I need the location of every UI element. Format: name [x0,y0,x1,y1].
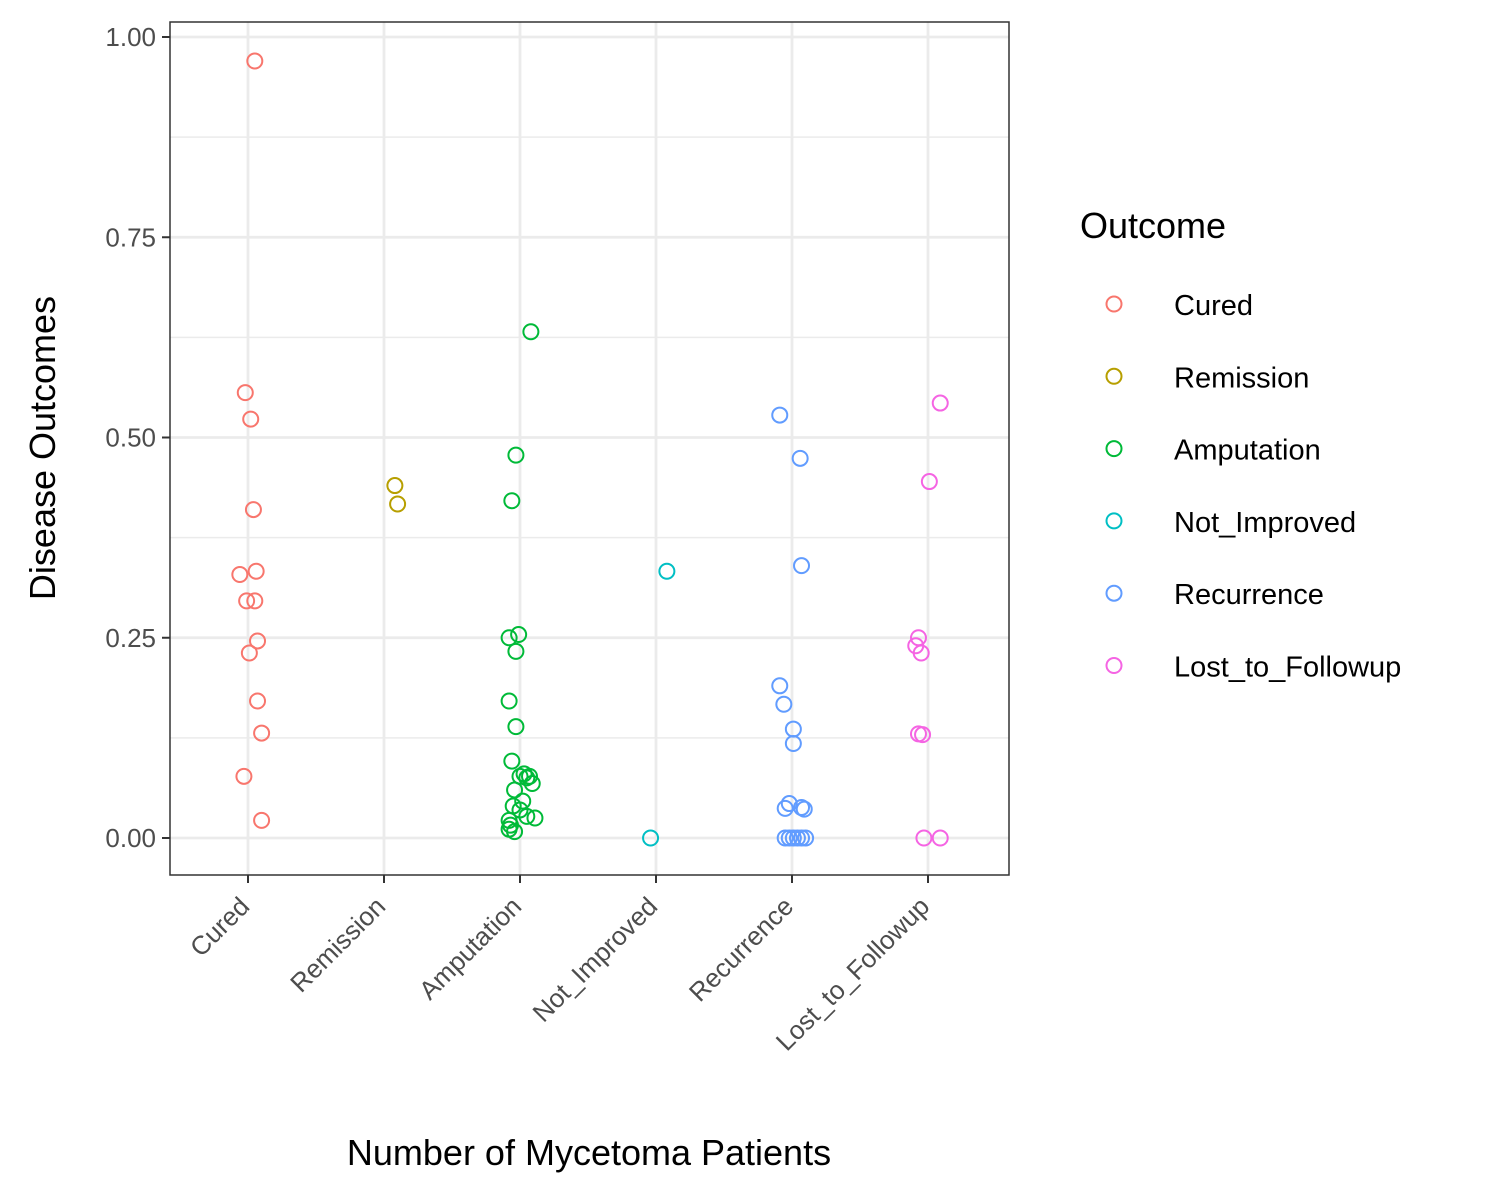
data-point [386,477,404,495]
legend-key [1105,584,1123,602]
data-point [247,562,265,580]
data-point [915,829,933,847]
data-point [931,829,949,847]
data-point [506,781,524,799]
data-point [642,829,660,847]
data-point [797,829,815,847]
data-point [240,644,258,662]
data-point [518,807,536,825]
data-point [503,492,521,510]
data-point [776,829,794,847]
y-tick-label: 0.25 [105,623,156,653]
data-point [389,495,407,513]
data-point [253,724,271,742]
data-point [914,726,932,744]
data-point [931,394,949,412]
legend-label: Remission [1174,362,1309,394]
data-point [507,642,525,660]
x-tick-label: Cured [184,891,255,962]
minor-gridlines [170,136,1009,739]
data-point [500,629,518,647]
legend-key [1105,295,1123,313]
plot-panel [170,22,1009,875]
data-point [784,734,802,752]
data-point [788,829,806,847]
data-point [523,775,541,793]
data-point [236,384,254,402]
legend-key [1105,512,1123,530]
legend-label: Not_Improved [1174,507,1356,539]
legend-title: Outcome [1080,205,1226,246]
x-tick-label: Recurrence [683,891,799,1007]
x-tick-label: Not_Improved [526,891,663,1028]
legend-label: Lost_to_Followup [1174,652,1401,684]
legend-key [1105,440,1123,458]
data-point [920,473,938,491]
data-point [246,52,264,70]
y-tick-label: 0.00 [105,823,156,853]
data-point [238,592,256,610]
y-tick-label: 1.00 [105,22,156,52]
legend-label: Amputation [1174,435,1321,467]
data-point [253,811,271,829]
x-axis: Cured Remission Amputation Not_Improved Recu… [184,875,935,1056]
data-point [246,592,264,610]
data-point [780,795,798,813]
data-point [776,799,794,817]
y-axis: 0.00 0.25 0.50 0.75 1.00 [105,22,170,853]
data-point [500,692,518,710]
data-point [775,695,793,713]
data-point [912,644,930,662]
legend-label: Recurrence [1174,579,1324,611]
plot-border [169,21,1010,876]
data-point [249,632,267,650]
legend-key [1105,657,1123,674]
legend-key [1105,367,1123,385]
data-point [244,501,262,519]
y-tick-label: 0.50 [105,423,156,453]
data-point [507,446,525,464]
data-point [518,769,536,787]
data-points [231,52,949,847]
data-point [791,449,809,467]
data-point [522,323,540,341]
data-point [507,718,525,736]
data-point [784,829,802,847]
data-point [242,410,260,428]
x-tick-label: Amputation [413,891,527,1005]
data-point [506,823,524,841]
data-point [793,829,811,847]
data-point [771,406,789,424]
data-point [771,677,789,695]
data-point [780,829,798,847]
data-point [526,809,544,827]
x-tick-label: Remission [284,891,391,998]
x-axis-title: Number of Mycetoma Patients [347,1132,831,1173]
data-point [514,792,532,810]
legend-label: Cured [1174,290,1253,322]
y-tick-label: 0.75 [105,222,156,252]
data-point [793,557,811,575]
data-point [249,692,267,710]
data-point [235,767,253,785]
major-gridlines [170,22,1009,875]
data-point [795,800,813,818]
data-point [658,562,676,580]
legend: Outcome Cured Remission Amputation Not_Impr… [1080,205,1401,684]
data-point [793,799,811,817]
y-axis-title: Disease Outcomes [22,296,63,600]
data-point [503,752,521,770]
data-point [231,565,249,583]
data-point [510,626,528,644]
